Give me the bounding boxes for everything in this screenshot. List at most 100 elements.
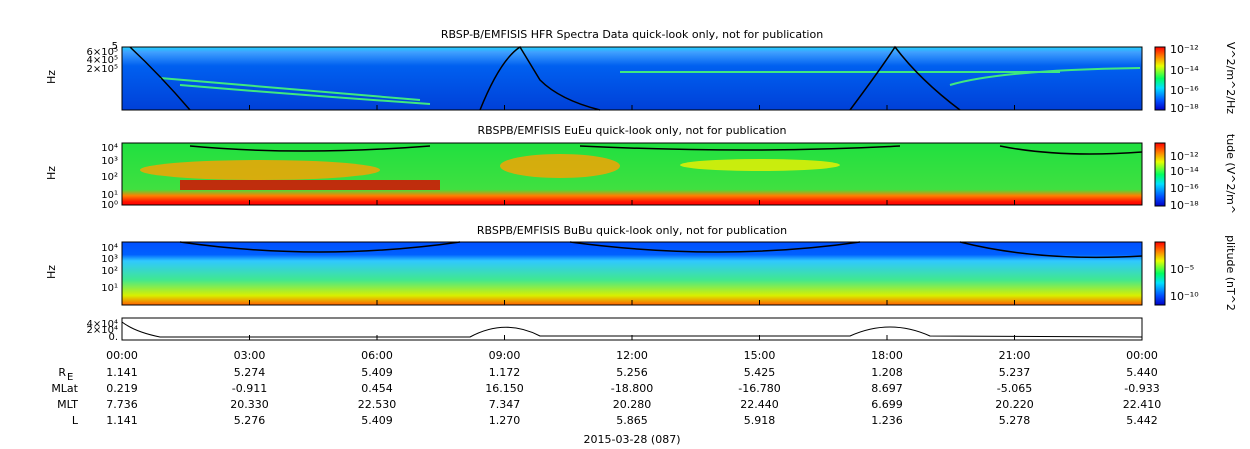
y-tick-label: 0.	[108, 332, 118, 343]
emission	[159, 67, 1141, 105]
ephemeris-value: -0.911	[232, 382, 267, 395]
ephemeris-value: -16.780	[738, 382, 780, 395]
date-label: 2015-03-28 (087)	[583, 433, 680, 446]
ephemeris-value: 22.530	[358, 398, 397, 411]
x-tick-label: 18:00	[871, 349, 903, 362]
colorbar-tick-label: 10⁻¹⁴	[1170, 165, 1199, 178]
y-tick-label: 5	[112, 41, 118, 52]
row-label: MLat	[51, 382, 78, 395]
y-tick-label: 10⁰	[101, 200, 118, 211]
ephemeris-value: 5.918	[744, 414, 776, 427]
ephemeris-value: 7.736	[106, 398, 138, 411]
x-tick-label: 12:00	[616, 349, 648, 362]
x-tick-label: 03:00	[234, 349, 266, 362]
ephemeris-value: 5.278	[999, 414, 1031, 427]
spectrogram	[122, 47, 1142, 110]
colorbar	[1154, 142, 1166, 207]
ephemeris-value: 5.237	[999, 366, 1031, 379]
ephemeris-value: 0.454	[361, 382, 393, 395]
row-label-subscript: E	[67, 372, 73, 383]
y-tick-label: 10²	[101, 266, 118, 277]
x-tick-label: 09:00	[489, 349, 521, 362]
y-axis-label: Hz	[45, 265, 58, 279]
y-tick-label: 10⁴	[101, 143, 118, 154]
y-tick-label: 2×10⁵	[87, 64, 118, 75]
ephemeris-value: 8.697	[871, 382, 903, 395]
row-label: L	[72, 414, 79, 427]
ephemeris-value: 5.425	[744, 366, 776, 379]
spectrogram	[122, 242, 1142, 305]
ephemeris-value: -5.065	[997, 382, 1032, 395]
colorbar-tick-label: 10⁻¹⁰	[1170, 290, 1199, 303]
ephemeris-value: 20.220	[995, 398, 1034, 411]
emission	[140, 160, 380, 180]
colorbar-tick-label: 10⁻¹²	[1170, 150, 1199, 163]
ephemeris-value: 1.141	[106, 366, 138, 379]
emission	[680, 159, 840, 171]
y-tick-label: 4×10⁵	[87, 55, 118, 66]
colorbar-label: tude (V^2/m^	[1224, 134, 1237, 214]
ephemeris-value: 7.347	[489, 398, 521, 411]
y-tick-label: 10³	[101, 254, 118, 265]
y-tick-label: 10¹	[101, 283, 118, 294]
colorbar-tick-label: 10⁻¹²	[1170, 43, 1199, 56]
ephemeris-value: 5.409	[361, 414, 393, 427]
colorbar-label: V^2/m^2/Hz	[1224, 42, 1237, 114]
ephemeris-value: 5.274	[234, 366, 266, 379]
x-tick-label: 21:00	[999, 349, 1031, 362]
y-axis-label: Hz	[45, 166, 58, 180]
ephemeris-value: 1.172	[489, 366, 521, 379]
y-tick-label: 10⁴	[101, 243, 118, 254]
x-tick-label: 06:00	[361, 349, 393, 362]
ephemeris-value: -18.800	[611, 382, 653, 395]
ephemeris-value: 5.865	[616, 414, 648, 427]
y-tick-label: 2×10⁴	[87, 325, 118, 336]
ephemeris-value: 5.442	[1126, 414, 1158, 427]
colorbar-tick-label: 10⁻¹⁴	[1170, 64, 1199, 77]
emission	[500, 154, 620, 178]
cyclotron-line	[189, 145, 1143, 155]
colorbar-tick-label: 10⁻¹⁸	[1170, 102, 1199, 115]
y-tick-label: 10²	[101, 172, 118, 183]
colorbar-tick-label: 10⁻¹⁸	[1170, 199, 1199, 212]
ephemeris-value: 20.330	[230, 398, 269, 411]
y-tick-label: 10³	[101, 156, 118, 167]
y-tick-label: 6×10⁵	[87, 47, 118, 58]
ephemeris-value: 1.236	[871, 414, 903, 427]
y-axis-label: Hz	[45, 70, 58, 84]
colorbar-tick-label: 10⁻¹⁶	[1170, 182, 1199, 195]
ephemeris-value: 1.208	[871, 366, 903, 379]
panel-title: RBSPB/EMFISIS BuBu quick-look only, not …	[477, 224, 787, 237]
colorbar	[1154, 46, 1166, 111]
x-tick-label: 00:00	[106, 349, 138, 362]
ephemeris-value: -0.933	[1124, 382, 1159, 395]
x-tick-label: 00:00	[1126, 349, 1158, 362]
emission	[180, 180, 440, 190]
ephemeris-value: 6.699	[871, 398, 903, 411]
ephemeris-value: 22.440	[740, 398, 779, 411]
ephemeris-value: 0.219	[106, 382, 138, 395]
row-label: R	[58, 366, 66, 379]
ephemeris-value: 5.409	[361, 366, 393, 379]
colorbar-label: plitude (nT^2	[1224, 235, 1237, 311]
ephemeris-value: 5.256	[616, 366, 648, 379]
radius-line	[121, 321, 1143, 338]
ephemeris-value: 22.410	[1123, 398, 1162, 411]
panel-title: RBSP-B/EMFISIS HFR Spectra Data quick-lo…	[441, 28, 823, 41]
panel-title: RBSPB/EMFISIS EuEu quick-look only, not …	[477, 124, 786, 137]
y-tick-label: 10¹	[101, 190, 118, 201]
ephemeris-value: 20.280	[613, 398, 652, 411]
row-label: MLT	[57, 398, 78, 411]
ephemeris-value: 16.150	[485, 382, 524, 395]
cyclotron-line	[179, 241, 1143, 259]
ephemeris-value: 1.270	[489, 414, 521, 427]
x-tick-label: 15:00	[744, 349, 776, 362]
y-tick-label: 4×10⁴	[87, 319, 118, 330]
colorbar	[1154, 241, 1166, 306]
ephemeris-value: 5.440	[1126, 366, 1158, 379]
colorbar-tick-label: 10⁻⁵	[1170, 263, 1194, 276]
ephemeris-value: 1.141	[106, 414, 138, 427]
colorbar-tick-label: 10⁻¹⁶	[1170, 84, 1199, 97]
ephemeris-value: 5.276	[234, 414, 266, 427]
